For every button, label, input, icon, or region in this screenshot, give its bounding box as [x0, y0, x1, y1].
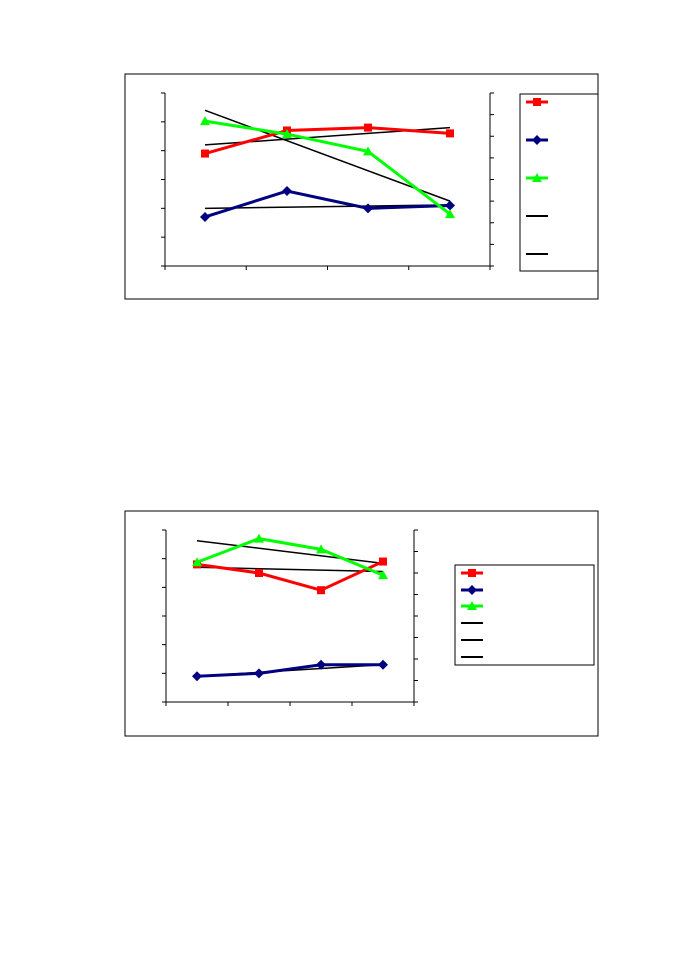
series-3-point [254, 533, 264, 543]
legend-key-marker [532, 135, 542, 145]
series-line-3 [204, 119, 451, 216]
chart-2 [124, 510, 599, 737]
series-2-point [254, 668, 264, 679]
series-1-point [201, 149, 209, 158]
legend-key-marker [467, 601, 477, 610]
series-3-point [316, 544, 326, 554]
series-2-point [378, 659, 388, 670]
series-2-point [363, 203, 373, 214]
series-3-point [192, 557, 202, 567]
series-2-point [200, 211, 210, 222]
series-1-point [379, 557, 387, 566]
legend-key-marker [467, 585, 477, 595]
series-3-point [378, 570, 388, 580]
legend-key-marker [533, 98, 541, 106]
trendline [204, 109, 451, 202]
series-2-point [445, 200, 455, 211]
legend-box [454, 564, 595, 666]
series-line-3 [196, 537, 384, 577]
series-line-2 [204, 189, 451, 219]
series-1-point [446, 129, 454, 138]
series-1-point [255, 569, 263, 577]
series-line-2 [196, 663, 383, 678]
series-2-point [282, 186, 292, 197]
legend-box [519, 93, 599, 272]
series-2-point [316, 659, 326, 670]
series-2-point [192, 671, 202, 682]
series-line-1 [204, 126, 451, 155]
series-line-1 [196, 560, 384, 592]
series-3-point [445, 209, 455, 219]
legend-key-marker [532, 173, 542, 182]
legend-key-marker [468, 569, 476, 577]
series-1-point [317, 586, 325, 595]
series-3-point [282, 129, 292, 139]
series-1-point [364, 123, 372, 132]
chart-frame [124, 73, 599, 300]
series-3-point [363, 146, 373, 156]
chart-1 [124, 73, 599, 300]
series-3-point [200, 116, 210, 126]
trendline [196, 540, 384, 565]
